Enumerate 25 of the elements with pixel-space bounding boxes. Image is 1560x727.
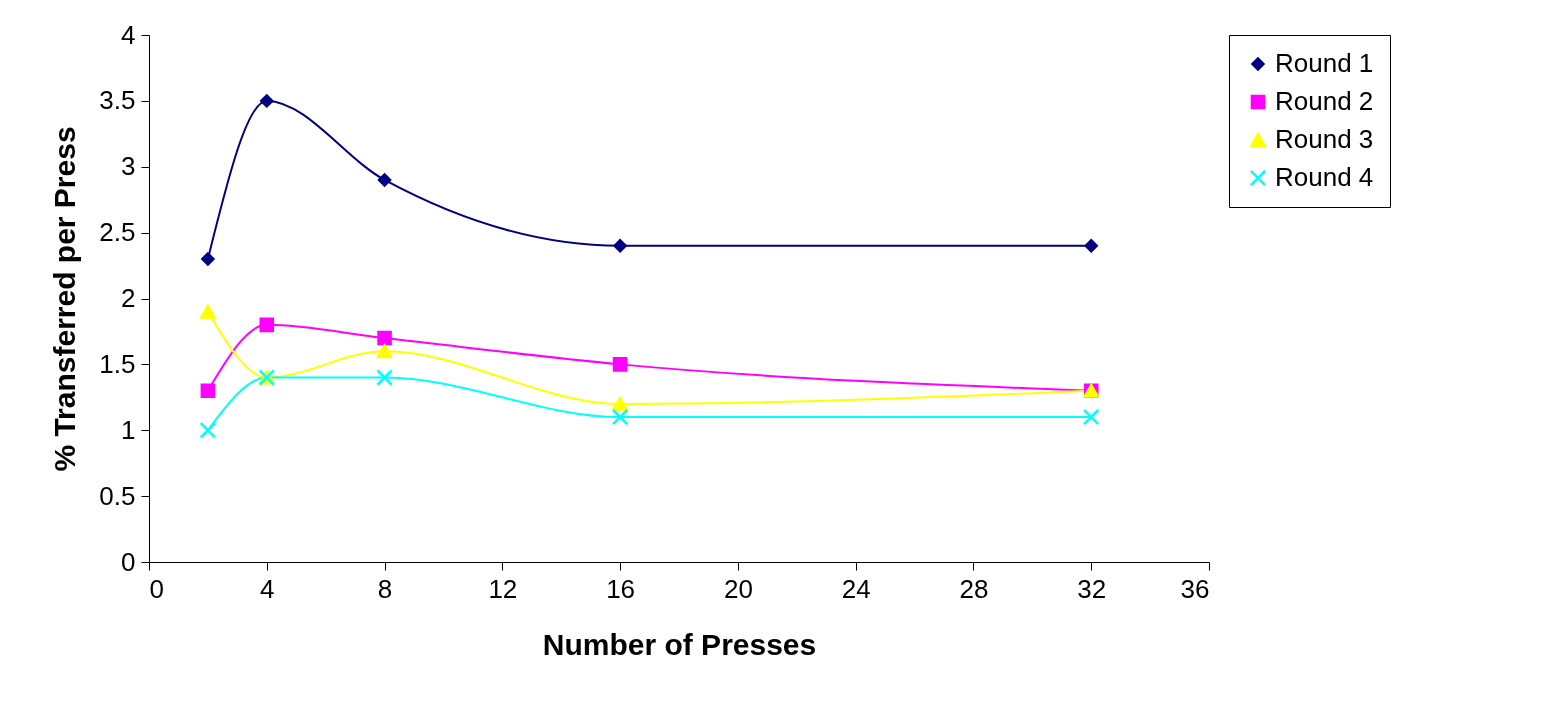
y-tick-label: 3.5 [99,85,136,116]
x-tick-label: 8 [377,573,393,604]
y-tick-label: 3 [121,151,136,182]
y-tick-label: 0 [121,546,136,577]
y-tick-label: 4 [121,19,136,50]
x-tick-label: 16 [606,573,636,604]
x-tick-label: 0 [149,573,164,604]
y-tick-label: 0.5 [99,480,136,511]
y-tick-label: 1 [121,414,136,445]
x-tick-label: 20 [723,573,753,604]
x-tick-label: 28 [959,573,989,604]
x-axis-title: Number of Presses [542,627,817,661]
y-tick-label: 1.5 [99,348,136,379]
y-axis-title: % Transferred per Press [48,126,82,472]
x-tick-label: 36 [1180,573,1210,604]
legend-label: Round 2 [1275,86,1374,116]
legend-label: Round 1 [1275,48,1374,78]
x-tick-label: 32 [1077,573,1107,604]
y-tick-label: 2.5 [99,217,136,248]
legend-label: Round 4 [1275,162,1374,192]
x-tick-label: 4 [260,573,275,604]
y-tick-label: 2 [121,283,136,313]
x-tick-label: 24 [841,573,871,604]
legend-label: Round 3 [1275,124,1374,154]
x-tick-label: 12 [488,573,518,604]
